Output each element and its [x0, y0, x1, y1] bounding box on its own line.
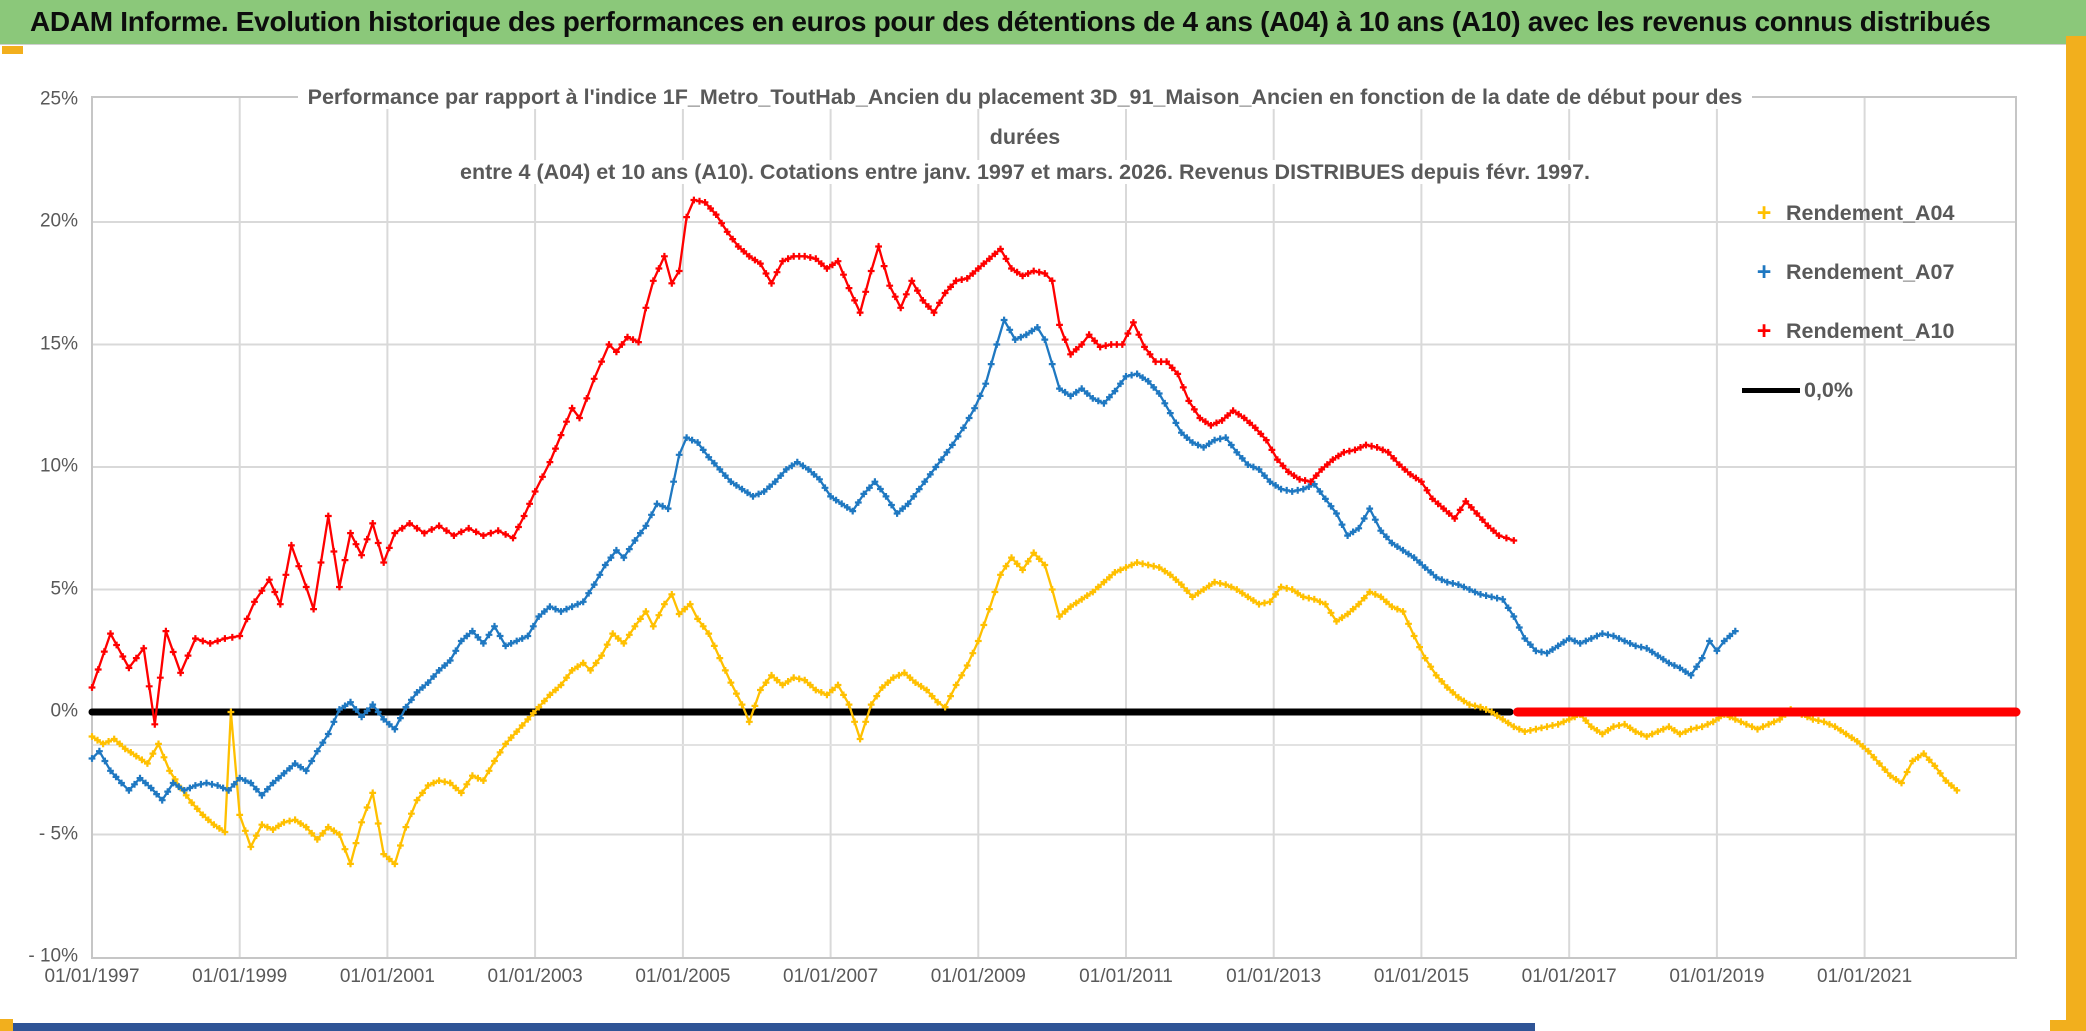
y-axis-label: 20%	[39, 210, 78, 232]
legend-label: 0,0%	[1804, 377, 1854, 402]
x-axis-label: 01/01/2021	[1817, 966, 1913, 987]
x-axis-label: 01/01/2003	[487, 966, 583, 987]
series-rendement-a10-markers	[88, 196, 1518, 728]
y-axis-label: 0%	[50, 700, 78, 722]
chart-title-line-2: durées	[130, 124, 1920, 150]
legend-line-swatch-icon	[1742, 387, 1800, 393]
x-axis-label: 01/01/1997	[44, 966, 140, 987]
y-axis-label: 25%	[39, 88, 78, 110]
legend-item-rendement-a10: + Rendement_A10	[1742, 316, 1955, 346]
legend-plus-marker-icon: +	[1756, 258, 1772, 286]
page-title: ADAM Informe. Evolution historique des p…	[30, 6, 1991, 37]
legend-label: Rendement_A07	[1786, 259, 1955, 284]
x-axis-label: 01/01/2019	[1669, 966, 1765, 987]
chart-title-line-1: Performance par rapport à l'indice 1F_Me…	[130, 84, 1920, 110]
legend-label: Rendement_A10	[1786, 318, 1955, 343]
x-axis-label: 01/01/2011	[1079, 966, 1173, 987]
series-rendement-a07-markers	[88, 316, 1739, 804]
legend-item-0-0: 0,0%	[1742, 375, 1853, 405]
x-axis-label: 01/01/2013	[1226, 966, 1322, 987]
legend-item-rendement-a07: + Rendement_A07	[1742, 257, 1955, 287]
y-axis-label: 15%	[39, 333, 78, 355]
y-axis-label: 10%	[39, 455, 78, 477]
top-left-accent-bar	[2, 46, 23, 54]
right-accent-corner	[2050, 1020, 2086, 1031]
y-axis-label: 5%	[50, 578, 78, 600]
plot-border	[91, 96, 2017, 959]
x-axis-label: 01/01/2005	[635, 966, 731, 987]
series-rendement-a04-markers	[88, 549, 1961, 868]
legend-plus-marker-icon: +	[1756, 199, 1772, 227]
y-axis-label: - 5%	[38, 823, 78, 845]
y-axis-label: - 10%	[28, 945, 78, 967]
x-axis-label: 01/01/2001	[339, 966, 435, 987]
legend-plus-marker-icon: +	[1756, 317, 1772, 345]
legend-item-rendement-a04: + Rendement_A04	[1742, 198, 1955, 228]
series-rendement-a10-line	[90, 198, 1515, 725]
legend-label: Rendement_A04	[1786, 200, 1955, 225]
bottom-blue-bar	[13, 1023, 1535, 1031]
series-rendement-a07-line	[91, 317, 1737, 803]
chart-title-line-3: entre 4 (A04) et 10 ans (A10). Cotations…	[130, 159, 1920, 185]
x-axis-label: 01/01/1999	[192, 966, 288, 987]
x-axis-label: 01/01/2009	[930, 966, 1026, 987]
header-bar: ADAM Informe. Evolution historique des p…	[0, 0, 2086, 44]
x-axis-label: 01/01/2007	[783, 966, 879, 987]
right-accent-bar	[2066, 36, 2086, 1031]
bottom-left-accent-corner	[0, 1019, 13, 1031]
x-axis-label: 01/01/2017	[1521, 966, 1617, 987]
x-axis-label: 01/01/2015	[1373, 966, 1469, 987]
